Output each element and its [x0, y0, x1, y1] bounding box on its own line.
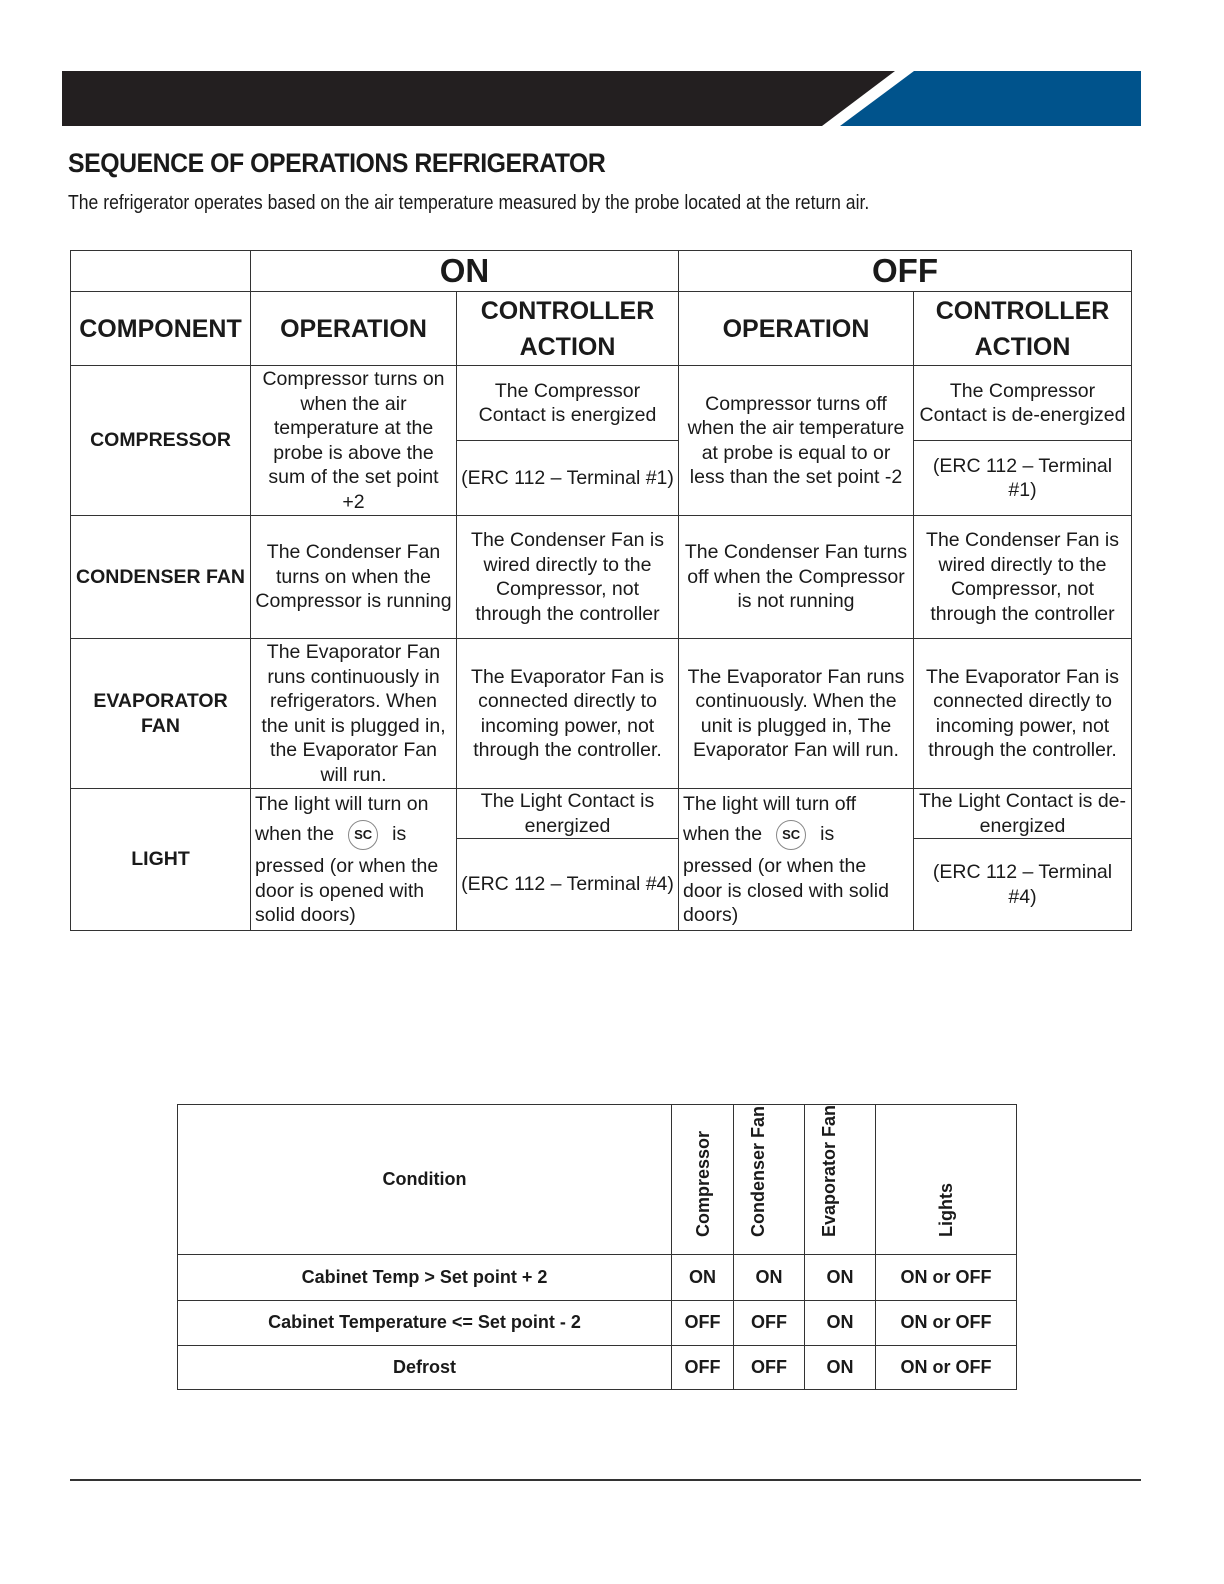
page-title: SEQUENCE OF OPERATIONS REFRIGERATOR: [68, 148, 606, 178]
off-action-cell: The Condenser Fan is wired directly to t…: [912, 515, 1133, 639]
on-operation-cell: The Evaporator Fan runs continuously in …: [250, 638, 457, 789]
evaporator-fan-header: Evaporator Fan: [819, 1105, 839, 1238]
on-action-cell: The Evaporator Fan is connected directly…: [456, 638, 679, 789]
condition-header: Condition: [177, 1104, 672, 1255]
light-on-line3: pressed (or when the door is opened with…: [255, 855, 439, 926]
light-on-when: when the: [255, 823, 335, 846]
col-header: CONTROLLER ACTION: [912, 291, 1133, 366]
off-action-cell: The Compressor Contact is de-energized: [912, 365, 1133, 441]
on-operation-cell: Compressor turns on when the air tempera…: [250, 365, 457, 516]
cell: ON: [804, 1344, 876, 1390]
off-action-cell: The Evaporator Fan is connected directly…: [912, 638, 1133, 789]
cell: OFF: [733, 1344, 805, 1390]
condenser-fan-header: Condenser Fan: [748, 1106, 768, 1238]
sc-button-icon: SC: [776, 820, 807, 850]
off-terminal-cell: (ERC 112 – Terminal #4): [912, 838, 1133, 931]
header-banner: [62, 71, 1141, 126]
light-off-line1: The light will turn off: [683, 792, 857, 815]
light-off-is: is: [820, 823, 835, 846]
on-header: ON: [250, 250, 679, 292]
cell: ON: [804, 1299, 876, 1346]
light-off-when: when the: [683, 823, 763, 846]
blank-cell: [70, 250, 251, 292]
cell: ON or OFF: [875, 1299, 1017, 1346]
component-cell: COMPRESSOR: [70, 365, 251, 516]
compressor-header: Compressor: [692, 1131, 713, 1238]
banner-dark: [62, 71, 895, 126]
cell: OFF: [733, 1299, 805, 1346]
table-row: Defrost OFF OFF ON ON or OFF: [177, 1344, 1017, 1390]
cell: ON or OFF: [875, 1253, 1017, 1301]
table-row: Cabinet Temp > Set point + 2 ON ON ON ON…: [177, 1253, 1017, 1301]
cell: OFF: [671, 1299, 734, 1346]
sequence-table: ON OFF COMPONENT OPERATION CONTROLLER AC…: [70, 250, 1133, 931]
light-on-line1: The light will turn on: [255, 792, 429, 815]
sc-button-icon: SC: [348, 820, 379, 850]
col-header: OPERATION: [678, 291, 914, 366]
component-cell: LIGHT: [70, 788, 251, 931]
col-header: CONTROLLER ACTION: [456, 291, 679, 366]
on-operation-cell: The light will turn on when the SC is pres…: [250, 788, 457, 931]
off-operation-cell: The light will turn off when the SC is pre…: [678, 788, 914, 931]
off-operation-cell: The Evaporator Fan runs continuously. Wh…: [678, 638, 914, 789]
col-header: COMPONENT: [70, 291, 251, 366]
cell: Defrost: [177, 1344, 672, 1390]
cell: OFF: [671, 1344, 734, 1390]
cell: ON: [804, 1253, 876, 1301]
on-action-cell: The Compressor Contact is energized: [456, 365, 679, 441]
light-off-line3: pressed (or when the door is closed with…: [683, 855, 889, 926]
on-action-cell: The Light Contact is energized: [456, 788, 679, 839]
col-header: OPERATION: [250, 291, 457, 366]
light-off-line2: when the SC is: [683, 820, 909, 850]
cell: Cabinet Temperature <= Set point - 2: [177, 1299, 672, 1346]
on-operation-cell: The Condenser Fan turns on when the Comp…: [250, 515, 457, 639]
cell: ON or OFF: [875, 1344, 1017, 1390]
off-action-cell: The Light Contact is de-energized: [912, 788, 1133, 839]
footer-divider: [70, 1479, 1141, 1481]
cell: Cabinet Temp > Set point + 2: [177, 1253, 672, 1301]
off-terminal-cell: (ERC 112 – Terminal #1): [912, 440, 1133, 516]
lights-header: Lights: [936, 1183, 956, 1238]
off-operation-cell: Compressor turns off when the air temper…: [678, 365, 914, 516]
off-operation-cell: The Condenser Fan turns off when the Com…: [678, 515, 914, 639]
table-row: Cabinet Temperature <= Set point - 2 OFF…: [177, 1299, 1017, 1346]
component-cell: CONDENSER FAN: [70, 515, 251, 639]
on-action-cell: The Condenser Fan is wired directly to t…: [456, 515, 679, 639]
on-terminal-cell: (ERC 112 – Terminal #4): [456, 838, 679, 931]
light-on-is: is: [392, 823, 407, 846]
condition-table: Condition Compressor Condenser Fan Evapo…: [177, 1104, 1017, 1390]
page-subtitle: The refrigerator operates based on the a…: [68, 192, 870, 214]
on-terminal-cell: (ERC 112 – Terminal #1): [456, 440, 679, 516]
cell: ON: [733, 1253, 805, 1301]
banner-blue: [840, 71, 1141, 126]
light-on-line2: when the SC is: [255, 820, 452, 850]
off-header: OFF: [677, 250, 1133, 292]
component-cell: EVAPORATOR FAN: [70, 638, 251, 789]
cell: ON: [671, 1253, 734, 1301]
